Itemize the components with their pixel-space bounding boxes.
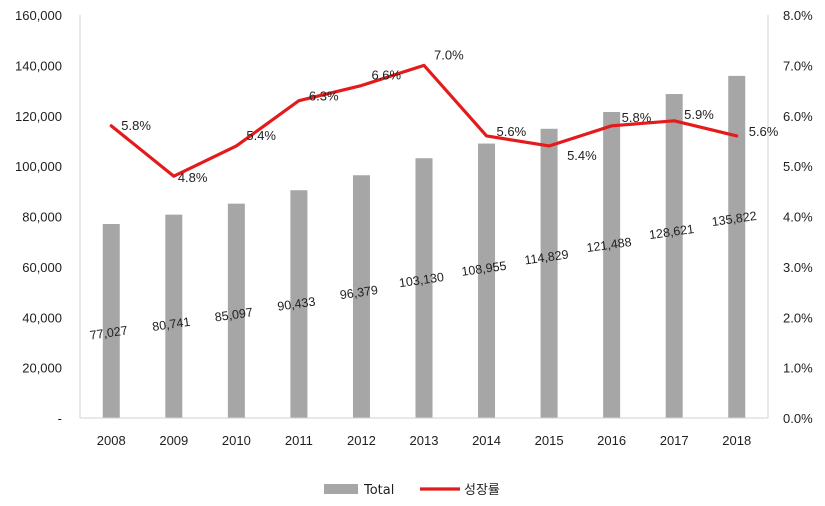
right-axis-tick-label: 4.0% [783, 210, 813, 225]
left-axis-tick-label: 120,000 [15, 109, 62, 124]
bar [415, 158, 433, 418]
line-data-label: 5.9% [684, 107, 714, 122]
right-axis-tick-label: 0.0% [783, 411, 813, 426]
left-axis-tick-label: - [58, 411, 62, 426]
line-data-label: 5.4% [567, 148, 597, 163]
bar-data-label: 135,822 [711, 209, 758, 229]
right-axis-tick-label: 7.0% [783, 58, 813, 73]
bar-data-label: 103,130 [398, 270, 445, 290]
line-data-label: 5.6% [497, 124, 527, 139]
bar-data-label: 96,379 [339, 283, 379, 302]
bar-data-label: 121,488 [586, 235, 633, 255]
bar [227, 203, 245, 418]
left-axis-tick-label: 140,000 [15, 58, 62, 73]
left-axis-tick-label: 60,000 [22, 260, 62, 275]
right-axis-tick-label: 2.0% [783, 310, 813, 325]
bar [540, 128, 558, 418]
line-data-label: 5.8% [121, 118, 151, 133]
line-data-label: 6.3% [309, 89, 339, 104]
bar-series-total [102, 75, 746, 419]
line-data-label: 7.0% [434, 47, 464, 62]
bar-data-labels: 77,027 80,741 85,097 90,433 96,379 103,130 108… [89, 209, 758, 343]
bar [165, 214, 183, 418]
bar-data-label: 128,621 [648, 222, 695, 242]
line-series-growth [109, 63, 739, 178]
x-axis-tick-label: 2008 [97, 433, 126, 448]
bar-data-label: 80,741 [151, 315, 191, 334]
left-axis-tick-label: 100,000 [15, 159, 62, 174]
bar [665, 94, 683, 418]
growth-rate-line [109, 63, 739, 178]
line-data-label: 5.6% [749, 124, 779, 139]
bar [290, 190, 308, 418]
axes: - 20,000 40,000 60,000 80,000 100,000 120,000 1… [15, 8, 813, 448]
bar [603, 112, 621, 418]
legend: Total 성장률 [324, 483, 500, 498]
line-data-label: 5.8% [622, 110, 652, 125]
x-axis-tick-label: 2015 [535, 433, 564, 448]
left-axis-tick-label: 160,000 [15, 8, 62, 23]
bar-data-label: 114,829 [524, 247, 570, 267]
bar-data-label: 85,097 [214, 305, 254, 324]
x-axis-tick-label: 2014 [472, 433, 501, 448]
left-axis-tick-label: 40,000 [22, 310, 62, 325]
x-axis-tick-label: 2017 [660, 433, 689, 448]
bar [728, 75, 746, 418]
bar [352, 175, 370, 418]
left-axis-tick-label: 20,000 [22, 361, 62, 376]
legend-swatch-total [324, 484, 358, 494]
bar-data-label: 77,027 [89, 323, 129, 342]
x-axis-tick-label: 2018 [722, 433, 751, 448]
right-axis-tick-label: 3.0% [783, 260, 813, 275]
line-data-label: 5.4% [246, 128, 276, 143]
x-axis-tick-label: 2010 [222, 433, 251, 448]
line-data-labels: 5.8% 4.8% 5.4% 6.3% 6.6% 7.0% 5.6% 5.4% 5.8% 5.9%… [121, 47, 779, 185]
bar [478, 143, 496, 419]
x-axis-tick-label: 2012 [347, 433, 376, 448]
bar [102, 223, 120, 418]
line-data-label: 4.8% [178, 170, 208, 185]
bar-data-label: 108,955 [461, 259, 508, 279]
x-axis-tick-label: 2009 [159, 433, 188, 448]
bar-data-label: 90,433 [276, 295, 316, 314]
right-axis-tick-label: 6.0% [783, 109, 813, 124]
left-axis-tick-label: 80,000 [22, 210, 62, 225]
right-axis-tick-label: 5.0% [783, 159, 813, 174]
right-axis-tick-label: 8.0% [783, 8, 813, 23]
x-axis-tick-label: 2011 [285, 433, 313, 448]
x-axis-tick-label: 2013 [410, 433, 439, 448]
x-axis-tick-label: 2016 [597, 433, 626, 448]
legend-label-growth: 성장률 [464, 483, 500, 498]
line-data-label: 6.6% [371, 68, 401, 83]
legend-label-total: Total [363, 483, 394, 498]
right-axis-tick-label: 1.0% [783, 361, 813, 376]
